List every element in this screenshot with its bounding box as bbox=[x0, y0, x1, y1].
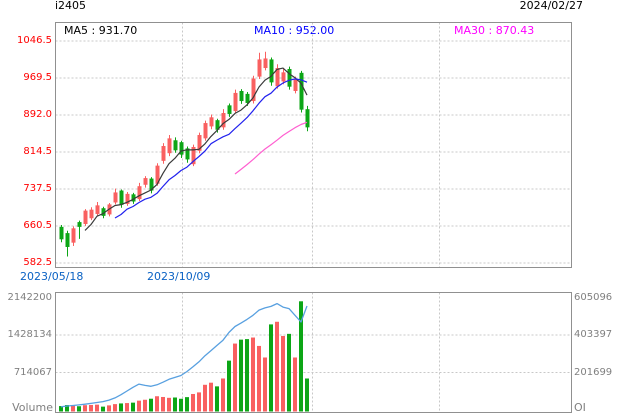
price-tick-label: 660.5 bbox=[23, 220, 52, 231]
oi-tick-label: 403397 bbox=[574, 329, 613, 340]
oi-axis-title: OI bbox=[574, 401, 586, 414]
oi-tick-label: 201699 bbox=[574, 366, 613, 378]
volume-tick-label: 1428134 bbox=[7, 329, 52, 340]
volume-tick-label: 714067 bbox=[13, 366, 52, 378]
current-date-label: 2024/02/27 bbox=[519, 0, 583, 12]
x-axis-date-start: 2023/05/18 bbox=[20, 270, 84, 283]
price-tick-label: 892.0 bbox=[23, 109, 52, 120]
ma5-indicator-label: MA5 : 931.70 bbox=[64, 24, 138, 37]
x-axis-date-mid: 2023/10/09 bbox=[147, 270, 211, 283]
price-tick-label: 814.5 bbox=[23, 146, 52, 157]
volume-axis-title: Volume bbox=[12, 401, 53, 414]
price-tick-label: 582.5 bbox=[23, 257, 52, 268]
ma10-indicator-label: MA10 : 952.00 bbox=[254, 24, 335, 37]
price-tick-label: 969.5 bbox=[23, 72, 52, 83]
volume-tick-label: 2142200 bbox=[7, 291, 52, 303]
ma30-indicator-label: MA30 : 870.43 bbox=[454, 24, 535, 37]
oi-tick-label: 605096 bbox=[574, 291, 613, 303]
price-tick-label: 1046.5 bbox=[17, 35, 52, 46]
contract-title: i2405 bbox=[55, 0, 87, 12]
price-tick-label: 737.5 bbox=[23, 183, 52, 194]
